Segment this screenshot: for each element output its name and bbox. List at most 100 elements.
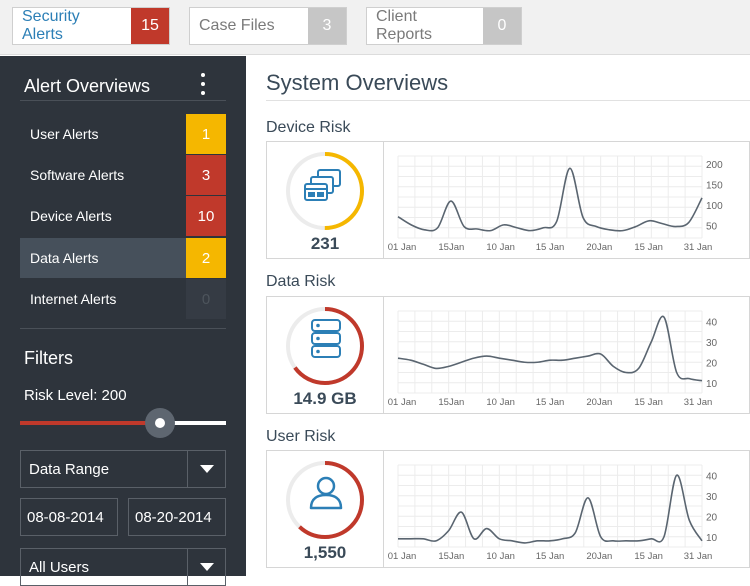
x-tick-label: 15 Jan [634,551,663,562]
alert-label: Data Alerts [30,250,99,266]
data-risk-line-chart: 40 30 20 10 01 Jan 15Jan 10 Jan 15 Jan 20Jan 15 J… [388,310,718,408]
tab-security-alerts[interactable]: Security Alerts 15 [12,7,170,45]
x-tick-label: 15Jan [438,397,464,408]
alert-count-badge: 1 [186,114,226,154]
sidebar-header: Alert Overviews [20,72,226,102]
ring-progress [286,461,364,539]
users-select[interactable]: All Users [20,548,226,586]
risk-level-slider[interactable] [20,408,226,438]
section-title-user-risk: User Risk [266,428,336,445]
ring-progress [286,152,364,230]
y-tick-label: 200 [706,160,723,171]
top-tab-bar: Security Alerts 15 Case Files 3 Client R… [0,0,750,55]
risk-progress-ring [286,461,364,539]
x-tick-label: 15 Jan [634,397,663,408]
chevron-down-icon[interactable] [187,451,225,487]
section-title-device-risk: Device Risk [266,119,351,136]
date-from-field[interactable]: 08-08-2014 [20,498,118,536]
tab-case-files[interactable]: Case Files 3 [189,7,347,45]
chevron-down-icon[interactable] [187,549,225,585]
x-tick-label: 15 Jan [536,242,565,253]
database-icon [311,319,341,358]
device-risk-card: 231 [266,141,384,259]
data-range-select[interactable]: Data Range [20,450,226,488]
user-risk-line-chart: 40 30 20 10 01 Jan 15Jan 10 Jan 15 Jan 20Jan 15 J… [388,464,718,562]
alert-count-badge: 0 [186,279,226,319]
alert-count-badge: 3 [186,155,226,195]
data-risk-value: 14.9 GB [293,389,357,408]
data-risk-card: 14.9 GB [266,296,384,414]
page-title: System Overviews [266,70,449,95]
x-tick-label: 01 Jan [388,242,417,253]
x-tick-label: 01 Jan [388,397,417,408]
sidebar-item-internet-alerts[interactable]: Internet Alerts 0 [20,279,226,319]
x-tick-label: 15Jan [438,242,464,253]
series-line [397,315,703,382]
sidebar-item-user-alerts[interactable]: User Alerts 1 [20,114,226,154]
x-tick-label: 15 Jan [634,242,663,253]
tab-count-badge: 3 [308,8,346,44]
x-tick-label: 10 Jan [486,551,515,562]
users-select-label: All Users [29,559,90,576]
alert-label: User Alerts [30,126,99,142]
y-tick-label: 40 [706,317,718,328]
sidebar-title: Alert Overviews [24,76,151,96]
y-tick-label: 10 [706,533,718,544]
user-icon [309,476,343,510]
device-risk-chart: 200 150 100 50 01 Jan 15Jan 10 Jan 15 Jan 20Jan 1… [383,141,750,259]
risk-level-label: Risk Level: 200 [24,387,127,404]
filters-title: Filters [24,348,73,368]
section-title-data-risk: Data Risk [266,273,336,290]
divider [20,328,226,329]
x-tick-label: 15Jan [438,551,464,562]
x-tick-label: 15 Jan [536,397,565,408]
y-tick-label: 30 [706,492,718,503]
slider-thumb[interactable] [145,408,175,438]
ring-progress [286,307,364,385]
user-risk-value: 1,550 [303,543,347,562]
user-risk-card: 1,550 [266,450,384,568]
series-line [398,474,703,544]
x-tick-label: 15 Jan [536,551,565,562]
tab-count-badge: 15 [131,8,169,44]
y-tick-label: 40 [706,471,718,482]
windows-icon [304,169,341,201]
x-tick-label: 31 Jan [684,551,713,562]
sidebar-item-data-alerts[interactable]: Data Alerts 2 [20,238,226,278]
x-tick-label: 01 Jan [388,551,417,562]
alert-label: Device Alerts [30,208,112,224]
y-tick-label: 50 [706,222,718,233]
y-tick-label: 20 [706,358,718,369]
series-line [397,167,703,232]
x-tick-label: 20Jan [586,397,612,408]
risk-progress-ring [286,152,364,230]
tab-client-reports[interactable]: Client Reports 0 [366,7,522,45]
device-risk-line-chart: 200 150 100 50 01 Jan 15Jan 10 Jan 15 Jan 20Jan 1… [388,155,723,253]
data-risk-chart: 40 30 20 10 01 Jan 15Jan 10 Jan 15 Jan 20Jan 15 J… [383,296,750,414]
sidebar-item-device-alerts[interactable]: Device Alerts 10 [20,196,226,236]
vertical-ellipsis-icon[interactable] [198,72,208,98]
data-range-label: Data Range [29,461,110,478]
y-tick-label: 150 [706,181,723,192]
tab-count-badge: 0 [483,8,521,44]
x-tick-label: 20Jan [586,242,612,253]
y-tick-label: 30 [706,338,718,349]
date-to-field[interactable]: 08-20-2014 [128,498,226,536]
sidebar-item-software-alerts[interactable]: Software Alerts 3 [20,155,226,195]
tab-label: Security Alerts [22,8,80,43]
x-tick-label: 20Jan [586,551,612,562]
slider-track-empty [172,421,226,425]
alert-label: Software Alerts [30,167,125,183]
x-tick-label: 10 Jan [486,397,515,408]
risk-progress-ring [286,307,364,385]
y-tick-label: 10 [706,379,718,390]
slider-track-filled [20,421,148,425]
user-risk-chart: 40 30 20 10 01 Jan 15Jan 10 Jan 15 Jan 20Jan 15 J… [383,450,750,568]
alert-label: Internet Alerts [30,291,117,307]
device-risk-value: 231 [310,234,340,253]
tab-label: Case Files [199,17,275,34]
divider [266,100,750,101]
alert-count-badge: 2 [186,238,226,278]
alert-count-badge: 10 [186,196,226,236]
divider [20,100,226,101]
